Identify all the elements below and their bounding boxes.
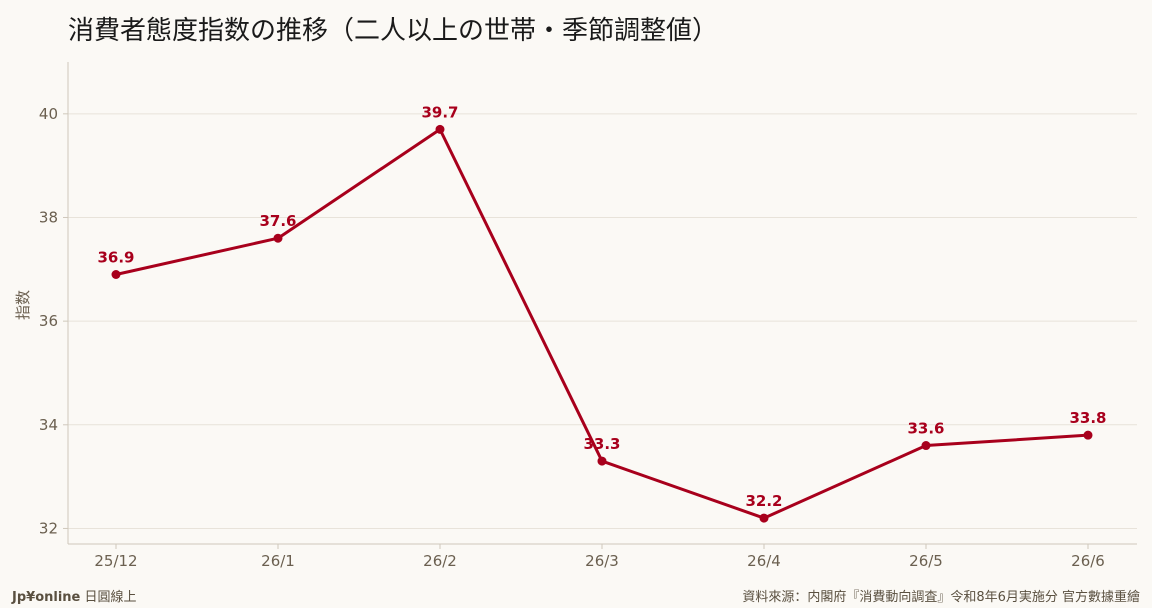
x-tick-label: 25/12 xyxy=(94,552,137,570)
data-point xyxy=(435,124,445,134)
data-label: 36.9 xyxy=(97,248,134,266)
x-tick-label: 26/5 xyxy=(909,552,943,570)
brand-suffix: 日圓線上 xyxy=(80,590,137,605)
data-point xyxy=(111,269,121,279)
footer-source: 資料來源：内閣府『消費動向調査』令和8年6月実施分 官方數據重繪 xyxy=(742,590,1140,605)
x-tick-label: 26/2 xyxy=(423,552,457,570)
data-point xyxy=(921,441,931,451)
data-point xyxy=(759,513,769,523)
data-label: 32.2 xyxy=(745,492,782,510)
x-tick-label: 26/1 xyxy=(261,552,295,570)
data-point xyxy=(273,233,283,243)
data-point xyxy=(1083,430,1093,440)
y-axis-label: 指数 xyxy=(14,290,32,320)
y-tick-label: 40 xyxy=(39,105,58,123)
data-label: 33.3 xyxy=(583,435,620,453)
footer-brand: Jp¥online 日圓線上 xyxy=(12,586,137,605)
y-tick-label: 34 xyxy=(39,416,58,434)
x-tick-label: 26/4 xyxy=(747,552,781,570)
data-label: 33.8 xyxy=(1069,409,1106,427)
data-point xyxy=(597,456,607,466)
x-tick-label: 26/3 xyxy=(585,552,619,570)
data-label: 37.6 xyxy=(259,212,296,230)
y-tick-label: 36 xyxy=(39,312,58,330)
y-tick-label: 38 xyxy=(39,208,58,226)
y-tick-label: 32 xyxy=(39,519,58,537)
data-label: 39.7 xyxy=(421,103,458,121)
x-tick-label: 26/6 xyxy=(1071,552,1105,570)
data-label: 33.6 xyxy=(907,420,944,438)
brand-name: Jp¥online xyxy=(12,590,81,605)
chart-title: 消費者態度指数の推移（二人以上の世帯・季節調整値） xyxy=(68,16,719,46)
